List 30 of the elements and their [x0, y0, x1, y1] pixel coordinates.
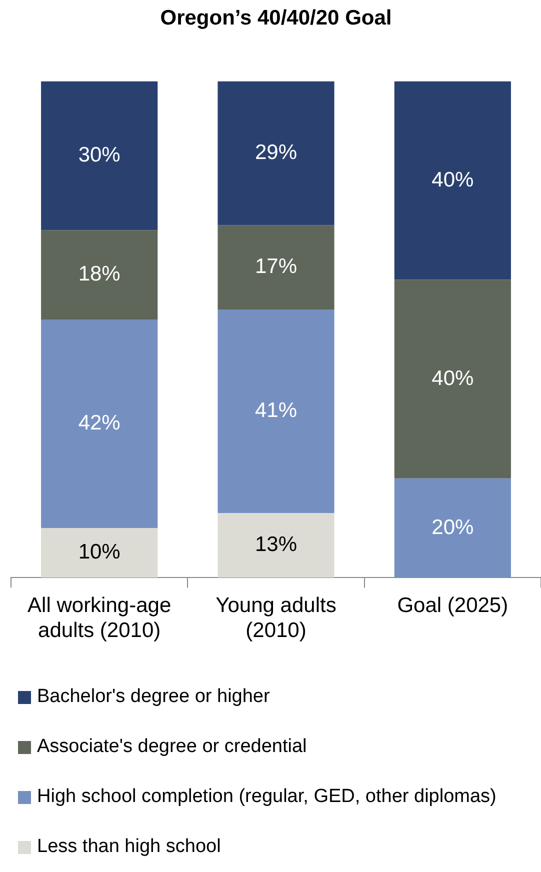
bar	[394, 280, 511, 478]
bar	[41, 528, 158, 578]
x-tick-label: Young adults (2010)	[216, 594, 336, 642]
legend-label: Associate's degree or credential	[37, 736, 307, 758]
data-label: 29%	[254, 140, 298, 164]
data-label: 30%	[78, 143, 120, 166]
bar	[218, 81, 334, 226]
bar	[41, 81, 158, 230]
data-label: 42%	[78, 412, 120, 435]
x-tick-label: All working-age adults (2010)	[28, 594, 172, 642]
data-label: 13%	[254, 533, 298, 556]
legend-label: Bachelor's degree or higher	[37, 686, 270, 708]
legend-label: Less than high school	[37, 836, 221, 858]
data-label: 40%	[432, 168, 474, 192]
bar	[394, 81, 511, 280]
bar	[394, 478, 511, 578]
data-label: 40%	[432, 366, 474, 390]
data-label: 41%	[254, 399, 298, 422]
bar	[218, 225, 334, 310]
x-tick-label: Goal (2025)	[397, 594, 508, 617]
data-label: 18%	[78, 262, 120, 286]
bar	[41, 319, 158, 528]
bar	[218, 513, 334, 578]
data-label: 17%	[254, 255, 298, 278]
data-label: 10%	[78, 540, 120, 564]
data-label: 20%	[432, 516, 474, 539]
bar	[218, 310, 334, 514]
chart-title: Oregon’s 40/40/20 Goal	[160, 6, 392, 30]
legend-label: High school completion (regular, GED, other diplomas)	[37, 786, 496, 808]
bar	[41, 230, 158, 320]
